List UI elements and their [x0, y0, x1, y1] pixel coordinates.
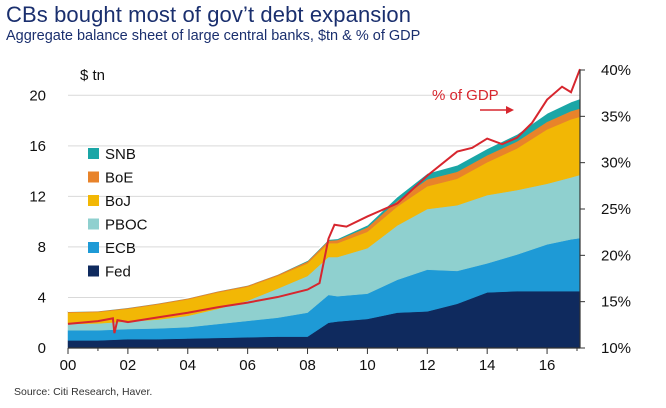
- right-tick-label: 15%: [601, 294, 631, 311]
- legend-item-snb: SNB: [88, 146, 136, 163]
- x-tick-label: 02: [120, 357, 137, 374]
- left-tick-label: 8: [38, 239, 46, 256]
- legend-item-pboc: PBOC: [88, 217, 148, 234]
- x-tick-labels: 00 02 04 06 08 10 12 14 16: [60, 357, 556, 374]
- legend-item-fed: Fed: [88, 264, 131, 281]
- legend: SNB BoE BoJ PBOC ECB Fed: [88, 146, 148, 281]
- legend-label: SNB: [105, 146, 136, 163]
- legend-label: Fed: [105, 264, 131, 281]
- x-tick-label: 16: [539, 357, 556, 374]
- total-outline: [67, 97, 581, 312]
- right-tick-label: 40%: [601, 62, 631, 79]
- right-tick-label: 30%: [601, 155, 631, 172]
- legend-swatch: [88, 195, 99, 206]
- legend-item-boe: BoE: [88, 170, 133, 187]
- right-tick-label: 20%: [601, 247, 631, 264]
- source-note: Source: Citi Research, Haver.: [14, 386, 153, 398]
- legend-label: BoJ: [105, 193, 131, 210]
- left-tick-label: 0: [38, 340, 46, 357]
- legend-swatch: [88, 171, 99, 183]
- x-tick-label: 00: [60, 357, 77, 374]
- legend-swatch: [88, 242, 99, 253]
- left-tick-label: 20: [29, 87, 46, 104]
- legend-item-ecb: ECB: [88, 240, 136, 257]
- axes: [67, 69, 585, 354]
- x-tick-label: 12: [419, 357, 436, 374]
- gdp-annotation-label: % of GDP: [432, 87, 499, 104]
- left-tick-label: 12: [29, 188, 46, 205]
- chart-title: CBs bought most of gov’t debt expansion: [6, 2, 412, 27]
- legend-item-boj: BoJ: [88, 193, 131, 210]
- legend-swatch: [88, 218, 99, 230]
- gdp-share-line: [67, 68, 581, 334]
- chart-subtitle: Aggregate balance sheet of large central…: [6, 28, 421, 44]
- arrow-head: [506, 106, 514, 114]
- right-tick-label: 10%: [601, 340, 631, 357]
- right-tick-label: 35%: [601, 108, 631, 125]
- x-tick-label: 04: [179, 357, 196, 374]
- x-tick-label: 10: [359, 357, 376, 374]
- x-tick-label: 08: [299, 357, 316, 374]
- legend-swatch: [88, 148, 99, 159]
- legend-label: BoE: [105, 170, 133, 187]
- left-tick-label: 4: [38, 289, 46, 306]
- x-tick-label: 06: [239, 357, 256, 374]
- right-tick-labels: 10% 15% 20% 25% 30% 35% 40%: [601, 62, 631, 357]
- annotation-arrow: [480, 106, 514, 114]
- legend-label: PBOC: [105, 217, 148, 234]
- legend-swatch: [88, 265, 99, 277]
- gdp-share-path: [67, 68, 581, 334]
- left-tick-label: 16: [29, 138, 46, 155]
- x-tick-label: 14: [479, 357, 496, 374]
- legend-label: ECB: [105, 240, 136, 257]
- left-tick-labels: 0 4 8 12 16 20: [29, 87, 46, 357]
- right-tick-label: 25%: [601, 201, 631, 218]
- left-axis-label: $ tn: [80, 67, 105, 84]
